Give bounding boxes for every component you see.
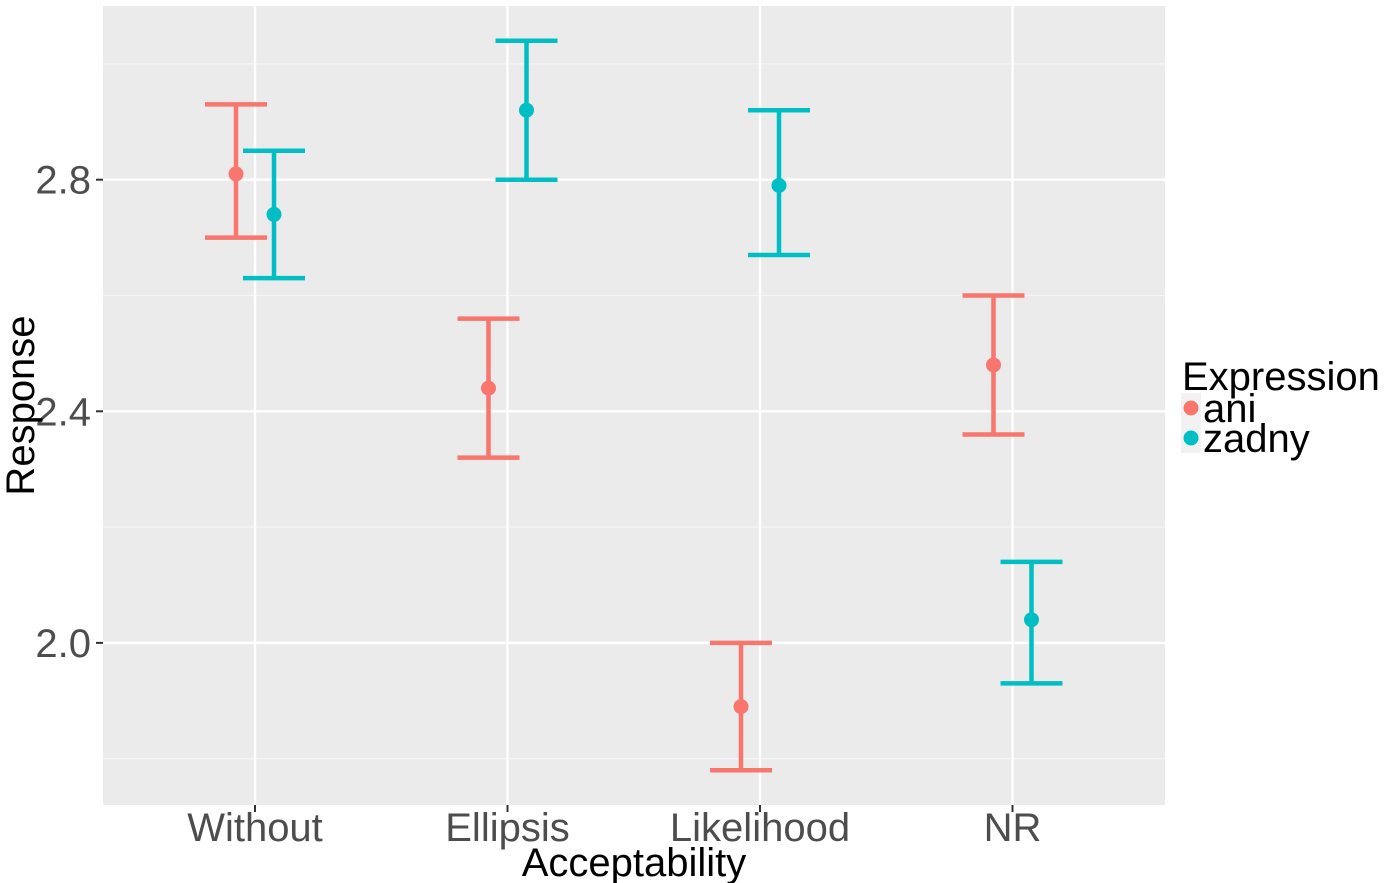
data-point [733, 699, 749, 715]
y-tick-label: 2.0 [35, 622, 91, 666]
series-zadny [243, 38, 1063, 686]
data-point [228, 166, 244, 182]
legend-key-zadny [1183, 430, 1199, 446]
y-tick-label: 2.8 [35, 159, 91, 203]
plot-panel [103, 6, 1165, 805]
y-tick-label: 2.4 [35, 390, 91, 434]
x-tick-label: Without [187, 806, 323, 850]
data-point [771, 177, 787, 193]
x-axis-title: Acceptability [522, 841, 747, 883]
x-tick-label: Ellipsis [445, 806, 569, 850]
y-axis: 2.0 2.4 2.8 [35, 159, 103, 666]
data-point [266, 206, 282, 222]
legend-key-ani [1183, 400, 1199, 416]
data-point [481, 380, 496, 396]
legend-label: ani [1203, 387, 1256, 431]
legend-label: zadny [1203, 417, 1310, 461]
data-point [986, 357, 1001, 373]
series-ani [205, 102, 1025, 773]
data-marks [205, 38, 1063, 773]
grid-lines [103, 6, 1165, 805]
legend-title: Expression [1182, 355, 1380, 399]
y-axis-title: Response [0, 315, 43, 495]
data-point [519, 102, 534, 118]
x-tick-label: NR [984, 806, 1042, 850]
data-point [1024, 612, 1039, 628]
x-axis: Without Ellipsis Likelihood NR [187, 805, 1041, 850]
x-tick-label: Likelihood [670, 806, 850, 850]
